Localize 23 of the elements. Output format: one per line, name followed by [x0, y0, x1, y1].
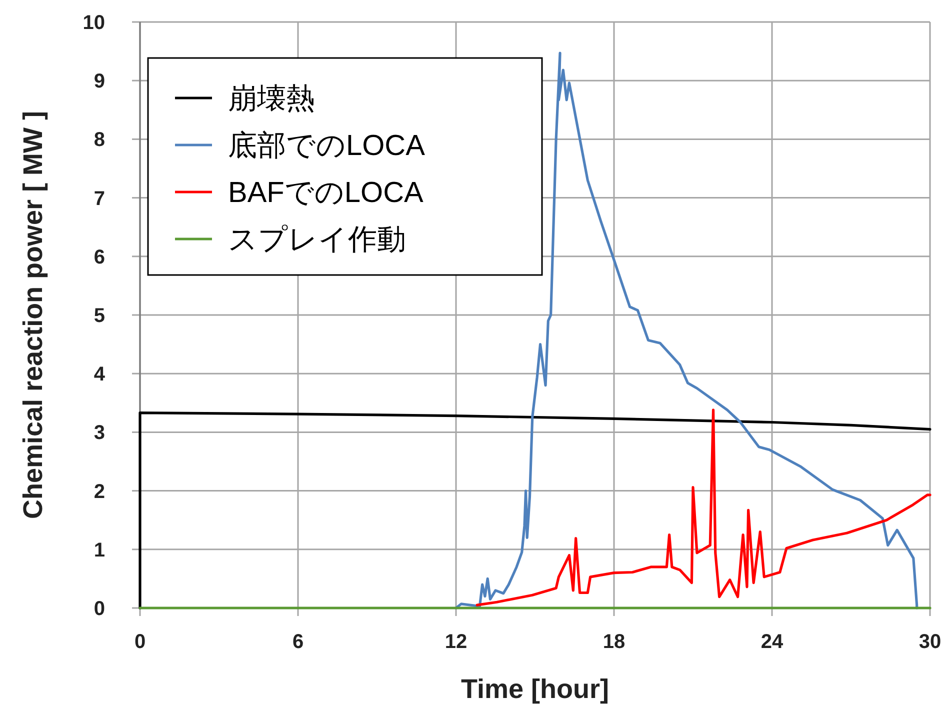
- y-tick-label: 9: [94, 70, 105, 93]
- y-tick-label: 5: [94, 305, 105, 327]
- x-tick-label: 18: [602, 631, 626, 653]
- legend-label: BAFでのLOCA: [228, 177, 424, 209]
- y-tick-label: 10: [82, 12, 105, 34]
- x-tick-label: 24: [760, 631, 784, 653]
- x-axis-title: Time [hour]: [461, 674, 609, 704]
- y-tick-label: 0: [94, 598, 105, 620]
- legend-label: 底部でのLOCA: [228, 130, 426, 162]
- y-tick-label: 7: [94, 188, 105, 210]
- y-tick-label: 8: [94, 129, 105, 152]
- y-tick-label: 6: [94, 246, 105, 268]
- y-axis-title: Chemical reaction power [ MW ]: [18, 110, 48, 520]
- x-tick-label: 0: [134, 631, 146, 653]
- x-tick-label: 30: [918, 631, 942, 653]
- y-tick-label: 2: [94, 480, 105, 503]
- y-tick-label: 4: [94, 364, 106, 386]
- x-tick-label: 12: [444, 631, 468, 653]
- y-tick-label: 3: [94, 422, 105, 444]
- legend-label: スプレイ作動: [228, 224, 406, 256]
- y-tick-label: 1: [94, 539, 105, 562]
- x-tick-label: 6: [292, 631, 304, 653]
- legend-label: 崩壊熱: [228, 83, 315, 115]
